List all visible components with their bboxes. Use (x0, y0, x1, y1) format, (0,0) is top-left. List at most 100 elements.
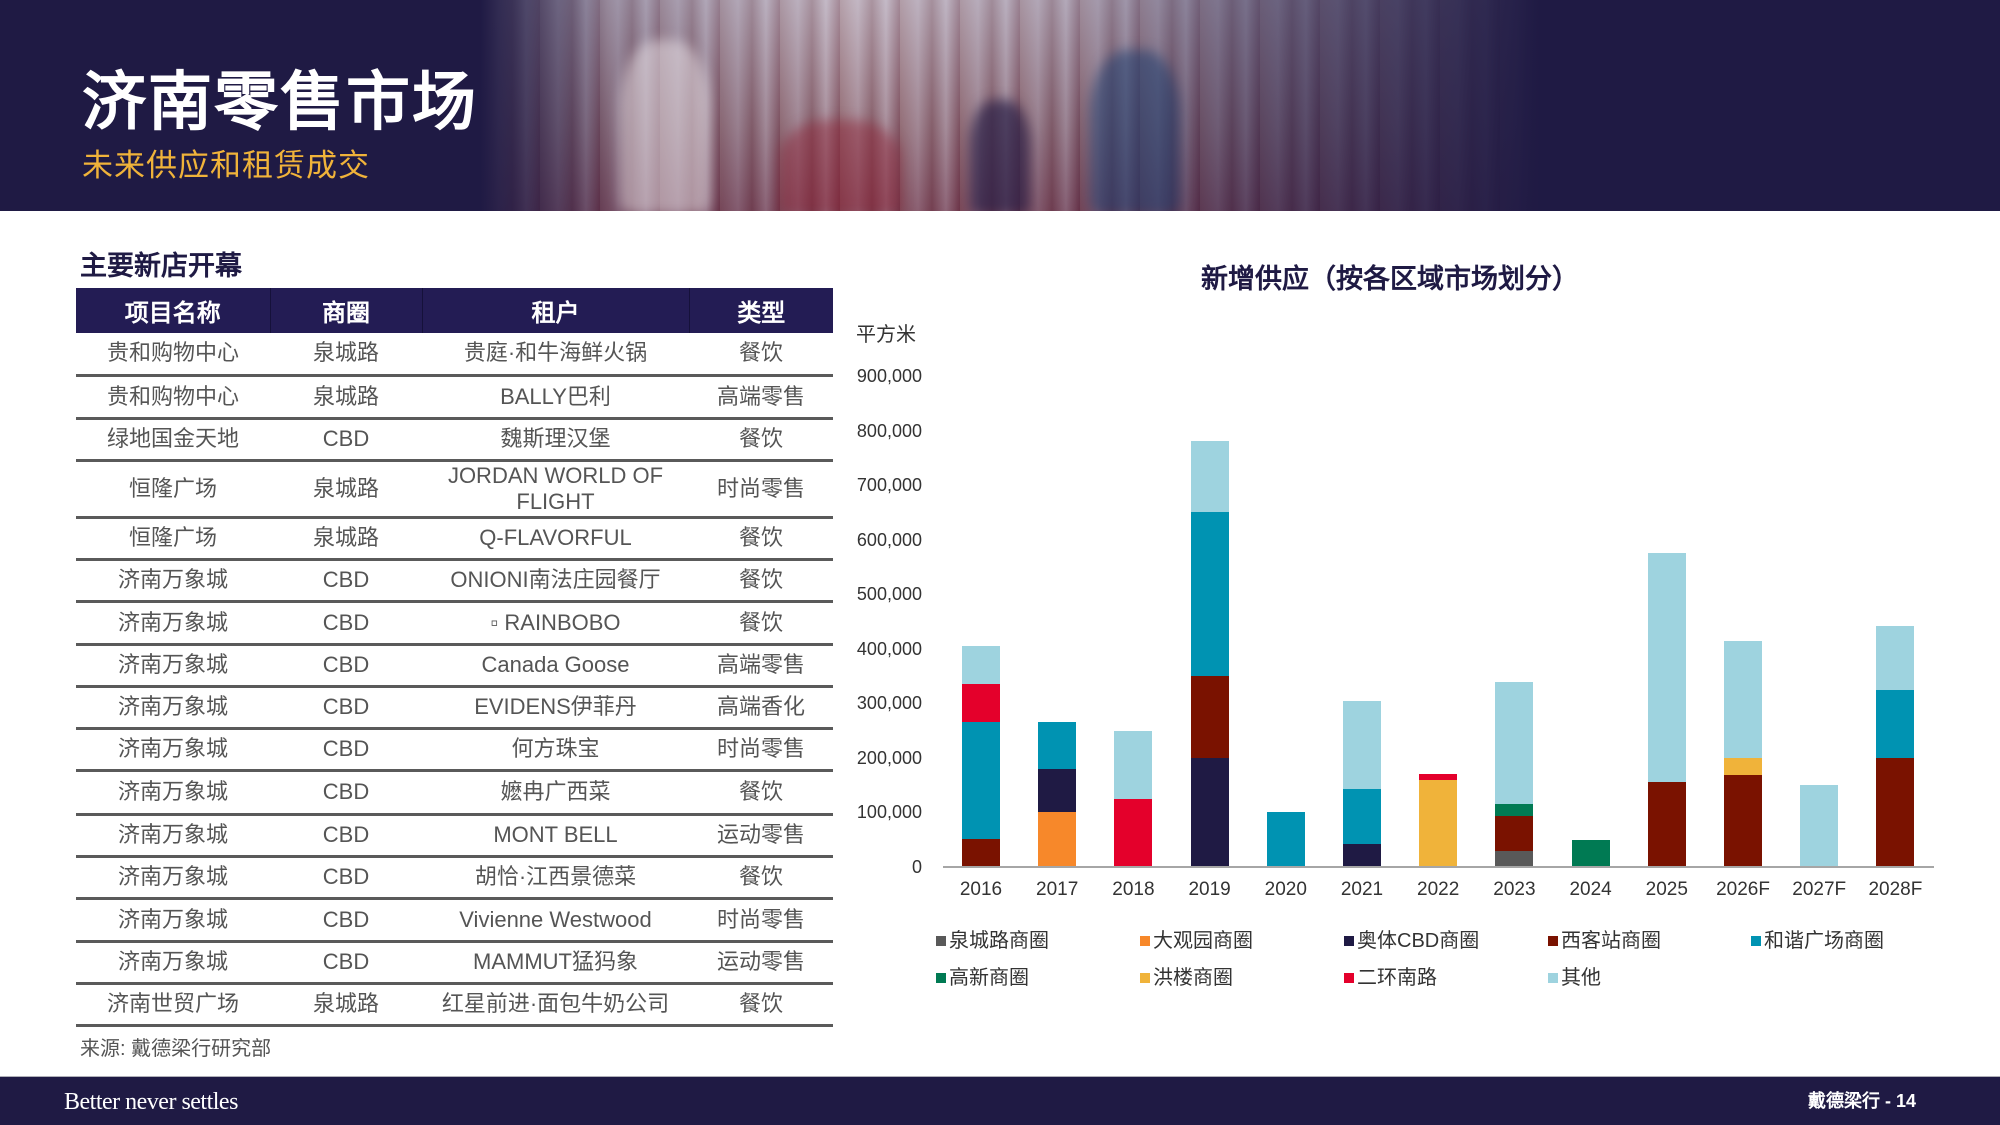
district-cell: CBD (270, 601, 422, 646)
x-tick-label: 2025 (1645, 879, 1688, 900)
type-cell: 餐饮 (689, 983, 833, 1027)
project-name-cell: 济南万象城 (76, 898, 270, 943)
district-cell: CBD (270, 941, 422, 985)
photo-figure (1090, 50, 1180, 211)
legend-swatch-icon (936, 936, 946, 946)
table-row: 贵和购物中心 泉城路 BALLY巴利 高端零售 (76, 375, 833, 420)
tenant-cell: 胡恰·江西景德菜 (422, 856, 689, 900)
y-tick-label: 400,000 (856, 638, 922, 659)
tenant-cell: 红星前进·面包牛奶公司 (422, 983, 689, 1027)
district-cell: CBD (270, 418, 422, 462)
tenant-cell: 嬷冉广西菜 (422, 770, 689, 816)
project-name-cell: 恒隆广场 (76, 460, 270, 519)
tenant-cell: ONIONI南法庄园餐厅 (422, 559, 689, 603)
legend-item: 二环南路 (1344, 965, 1437, 991)
legend-label: 奥体CBD商圈 (1357, 930, 1480, 952)
type-cell: 时尚零售 (689, 460, 833, 519)
table-row: 济南世贸广场 泉城路 红星前进·面包牛奶公司 餐饮 (76, 983, 833, 1027)
bar-segment (1495, 681, 1534, 804)
legend-swatch-icon (936, 973, 946, 983)
project-name-cell: 济南万象城 (76, 941, 270, 985)
x-tick-label: 2021 (1340, 879, 1384, 900)
type-cell: 运动零售 (689, 941, 833, 985)
chart-title: 新增供应（按各区域市场划分） (1201, 264, 1579, 294)
photo-figure (970, 100, 1030, 211)
district-cell: 泉城路 (270, 333, 422, 377)
tenant-cell: BALLY巴利 (422, 375, 689, 420)
district-cell: CBD (270, 856, 422, 900)
photo-figure (620, 40, 710, 211)
legend-label: 和谐广场商圈 (1764, 930, 1884, 952)
bar-segment (1190, 676, 1229, 758)
legend-item: 泉城路商圈 (936, 928, 1049, 954)
header-photo (480, 0, 1540, 211)
x-tick-label: 2023 (1493, 879, 1536, 900)
y-tick-label: 200,000 (856, 747, 922, 768)
bar-2016 (962, 646, 1000, 867)
x-tick-label: 2027F (1792, 879, 1847, 900)
new-store-openings-table: 项目名称 商圈 租户 类型 贵和购物中心 泉城路 贵庭·和牛海鲜火锅 餐饮 贵和购物中心… (76, 288, 833, 1027)
bar-segment (1038, 769, 1077, 813)
bar-segment (1266, 812, 1305, 867)
bar-segment (1114, 799, 1153, 867)
bar-segment (1495, 815, 1534, 852)
y-tick-label: 100,000 (856, 802, 922, 823)
bar-2025 (1647, 553, 1686, 867)
bar-segment (1190, 757, 1229, 867)
project-name-cell: 恒隆广场 (76, 517, 270, 561)
district-cell: 泉城路 (270, 517, 422, 561)
table-row: 济南万象城 CBD Vivienne Westwood 时尚零售 (76, 898, 833, 943)
district-cell: CBD (270, 814, 422, 858)
bar-segment (962, 839, 1000, 867)
column-header-district: 商圈 (269, 288, 422, 333)
table-row: 济南万象城 CBD MAMMUT猛犸象 运动零售 (76, 941, 833, 985)
table-row: 济南万象城 CBD 何方珠宝 时尚零售 (76, 728, 833, 772)
legend-label: 西客站商圈 (1561, 930, 1661, 952)
tenant-cell: MAMMUT猛犸象 (422, 941, 689, 985)
type-cell: 餐饮 (689, 601, 833, 646)
district-cell: CBD (270, 559, 422, 603)
type-cell: 高端零售 (689, 375, 833, 420)
bar-segment (1114, 730, 1153, 800)
tenant-cell: Vivienne Westwood (422, 898, 689, 943)
x-tick-label: 2020 (1264, 879, 1307, 900)
bar-segment (1343, 789, 1381, 844)
bar-2021 (1343, 700, 1381, 867)
table-row: 济南万象城 CBD ▫ RAINBOBO 餐饮 (76, 601, 833, 646)
bar-segment (1724, 774, 1762, 867)
column-header-project: 项目名称 (76, 288, 270, 333)
y-tick-label: 600,000 (856, 529, 922, 550)
page-number: 戴德梁行 - 14 (1807, 1091, 1916, 1111)
legend-swatch-icon (1344, 973, 1354, 983)
bar-2018 (1114, 730, 1153, 867)
tenant-cell: EVIDENS伊菲丹 (422, 686, 689, 730)
tenant-cell: 贵庭·和牛海鲜火锅 (422, 333, 689, 377)
project-name-cell: 绿地国金天地 (76, 418, 270, 462)
legend-swatch-icon (1548, 936, 1558, 946)
bar-segment (962, 722, 1000, 840)
type-cell: 餐饮 (689, 856, 833, 900)
bar-2023 (1495, 681, 1534, 867)
type-cell: 餐饮 (689, 559, 833, 603)
legend-item: 高新商圈 (936, 965, 1029, 991)
bar-2027F (1800, 784, 1839, 867)
x-tick-label: 2022 (1417, 879, 1460, 900)
project-name-cell: 济南世贸广场 (76, 983, 270, 1027)
x-tick-label: 2017 (1036, 879, 1079, 900)
bar-2022 (1419, 773, 1458, 867)
bar-segment (1876, 626, 1915, 691)
project-name-cell: 济南万象城 (76, 728, 270, 772)
bar-segment (1800, 784, 1839, 867)
bar-segment (1876, 758, 1915, 867)
bar-2028F (1876, 626, 1915, 867)
table-row: 恒隆广场 泉城路 JORDAN WORLD OF FLIGHT 时尚零售 (76, 460, 833, 519)
type-cell: 运动零售 (689, 814, 833, 858)
tenant-cell: 魏斯理汉堡 (422, 418, 689, 462)
footer-tagline: Better never settles (64, 1089, 238, 1115)
legend-label: 泉城路商圈 (949, 930, 1049, 952)
y-tick-label: 900,000 (856, 366, 922, 386)
bar-segment (1724, 758, 1762, 775)
bar-segment (1876, 690, 1915, 759)
source-note: 来源: 戴德梁行研究部 (80, 1038, 272, 1060)
bar-segment (1190, 440, 1229, 512)
